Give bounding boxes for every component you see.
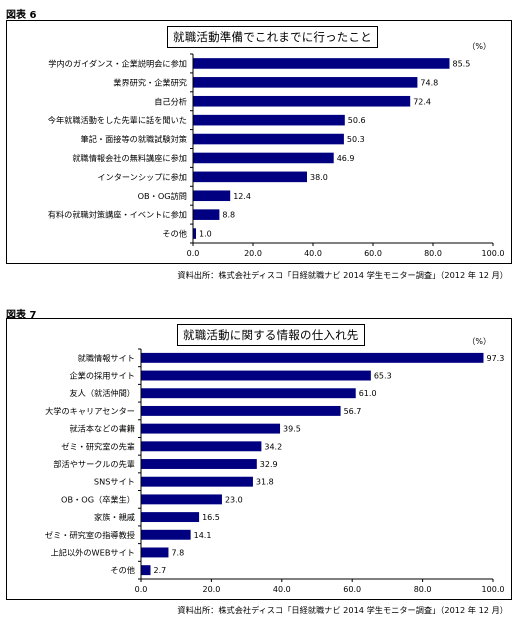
bar bbox=[141, 565, 151, 576]
bar bbox=[141, 352, 484, 363]
category-label: 就活本などの書籍 bbox=[69, 424, 135, 434]
category-label: 就職情報会社の無料講座に参加 bbox=[72, 153, 187, 163]
x-tick-label: 100.0 bbox=[482, 585, 505, 594]
category-label: 部活やサークルの先輩 bbox=[53, 459, 135, 469]
value-label: 23.0 bbox=[225, 495, 243, 504]
category-label: その他 bbox=[110, 565, 135, 575]
value-label: 14.1 bbox=[194, 531, 212, 540]
bar bbox=[141, 405, 341, 416]
category-label: その他 bbox=[162, 229, 187, 239]
value-label: 50.3 bbox=[347, 135, 365, 144]
category-label: ゼミ・研究室の先輩 bbox=[61, 441, 135, 451]
bar bbox=[141, 388, 356, 399]
value-label: 85.5 bbox=[453, 59, 471, 68]
bar bbox=[193, 209, 220, 220]
category-label: 企業の採用サイト bbox=[69, 371, 135, 381]
value-label: 12.4 bbox=[233, 192, 251, 201]
bar bbox=[141, 476, 253, 487]
bar bbox=[193, 58, 450, 69]
value-label: 50.6 bbox=[348, 116, 366, 125]
value-label: 7.8 bbox=[171, 548, 184, 557]
chart-7-title: 就職活動に関する情報の仕入れ先 bbox=[177, 324, 365, 346]
chart-6-title: 就職活動準備でこれまでに行ったこと bbox=[167, 26, 378, 48]
unit-label: （%） bbox=[467, 337, 491, 346]
x-tick-label: 80.0 bbox=[414, 585, 432, 594]
x-tick-label: 80.0 bbox=[424, 249, 442, 258]
x-tick-label: 60.0 bbox=[364, 249, 382, 258]
bar bbox=[193, 77, 418, 88]
x-tick-label: 0.0 bbox=[187, 249, 200, 258]
category-label: 今年就職活動をした先輩に話を聞いた bbox=[48, 115, 187, 125]
category-label: 自己分析 bbox=[154, 96, 187, 106]
bar bbox=[193, 228, 196, 239]
value-label: 72.4 bbox=[413, 97, 431, 106]
value-label: 31.8 bbox=[256, 478, 274, 487]
bar bbox=[141, 529, 191, 540]
bar bbox=[141, 370, 371, 381]
bar bbox=[193, 190, 231, 202]
category-label: SNSサイト bbox=[94, 477, 135, 487]
figure-6-panel: 就職活動準備でこれまでに行ったこと （%） 学内のガイダンス・企業説明会に参加 85… bbox=[6, 20, 512, 282]
chart-7-plot: （%） 就職情報サイト 97.3 企業の採用サイト 65.3 友人（就活仲間） 61.0 大学… bbox=[45, 337, 505, 594]
value-label: 38.0 bbox=[310, 173, 328, 182]
chart-7-frame: 就職活動に関する情報の仕入れ先 （%） 就職情報サイト 97.3 企業の採用サイト 65… bbox=[6, 318, 512, 600]
chart-6-frame: 就職活動準備でこれまでに行ったこと （%） 学内のガイダンス・企業説明会に参加 85… bbox=[6, 20, 512, 264]
bar bbox=[141, 494, 222, 505]
category-label: ゼミ・研究室の指導教授 bbox=[45, 530, 135, 540]
category-label: 業界研究・企業研究 bbox=[113, 77, 187, 87]
category-label: インターンシップに参加 bbox=[97, 172, 187, 182]
figure-7-label: 図表 7 bbox=[6, 310, 37, 321]
value-label: 65.3 bbox=[374, 372, 392, 381]
value-label: 46.9 bbox=[337, 154, 355, 163]
x-tick-label: 100.0 bbox=[482, 249, 505, 258]
bar bbox=[193, 171, 307, 183]
category-label: 家族・親戚 bbox=[94, 512, 135, 522]
category-label: 上記以外のWEBサイト bbox=[51, 547, 135, 557]
category-label: OB・OG訪問 bbox=[138, 191, 187, 201]
bar bbox=[141, 547, 169, 558]
value-label: 1.0 bbox=[199, 230, 212, 239]
value-label: 2.7 bbox=[154, 566, 167, 575]
x-tick-label: 60.0 bbox=[343, 585, 361, 594]
value-label: 74.8 bbox=[420, 78, 438, 87]
bar bbox=[193, 152, 334, 164]
value-label: 16.5 bbox=[202, 513, 220, 522]
figure-7-panel: 就職活動に関する情報の仕入れ先 （%） 就職情報サイト 97.3 企業の採用サイト 65… bbox=[6, 318, 512, 618]
bar bbox=[141, 512, 200, 523]
figure-6-label: 図表 6 bbox=[6, 10, 37, 21]
value-label: 61.0 bbox=[359, 389, 377, 398]
value-label: 34.2 bbox=[264, 442, 282, 451]
x-tick-label: 0.0 bbox=[135, 585, 148, 594]
x-tick-label: 20.0 bbox=[202, 585, 220, 594]
category-label: 学内のガイダンス・企業説明会に参加 bbox=[48, 58, 187, 68]
chart-6-plot: （%） 学内のガイダンス・企業説明会に参加 85.5 業界研究・企業研究 74.8 自己分… bbox=[48, 42, 505, 258]
category-label: 筆記・面接等の就職試験対策 bbox=[81, 134, 187, 144]
bar bbox=[141, 423, 281, 434]
chart-6-source: 資料出所：株式会社ディスコ「日経就職ナビ 2014 学生モニター調査」（2012… bbox=[177, 270, 508, 280]
category-label: 友人（就活仲間） bbox=[69, 388, 135, 398]
bar bbox=[193, 133, 344, 145]
category-label: 就職情報サイト bbox=[78, 353, 135, 363]
category-label: OB・OG（卒業生） bbox=[61, 494, 135, 504]
unit-label: （%） bbox=[467, 42, 491, 51]
bar bbox=[193, 114, 345, 126]
x-tick-label: 40.0 bbox=[273, 585, 291, 594]
bar bbox=[141, 459, 257, 469]
value-label: 8.8 bbox=[222, 211, 235, 220]
x-tick-label: 20.0 bbox=[244, 249, 262, 258]
value-label: 39.5 bbox=[283, 425, 301, 434]
bar bbox=[193, 95, 411, 107]
category-label: 有料の就職対策講座・イベントに参加 bbox=[48, 210, 187, 220]
value-label: 97.3 bbox=[486, 354, 504, 363]
value-label: 56.7 bbox=[344, 407, 362, 416]
bar bbox=[141, 441, 262, 452]
chart-7-source: 資料出所：株式会社ディスコ「日経就職ナビ 2014 学生モニター調査」（2012… bbox=[177, 605, 508, 615]
category-label: 大学のキャリアセンター bbox=[45, 406, 135, 416]
x-tick-label: 40.0 bbox=[304, 249, 322, 258]
value-label: 32.9 bbox=[260, 460, 278, 469]
